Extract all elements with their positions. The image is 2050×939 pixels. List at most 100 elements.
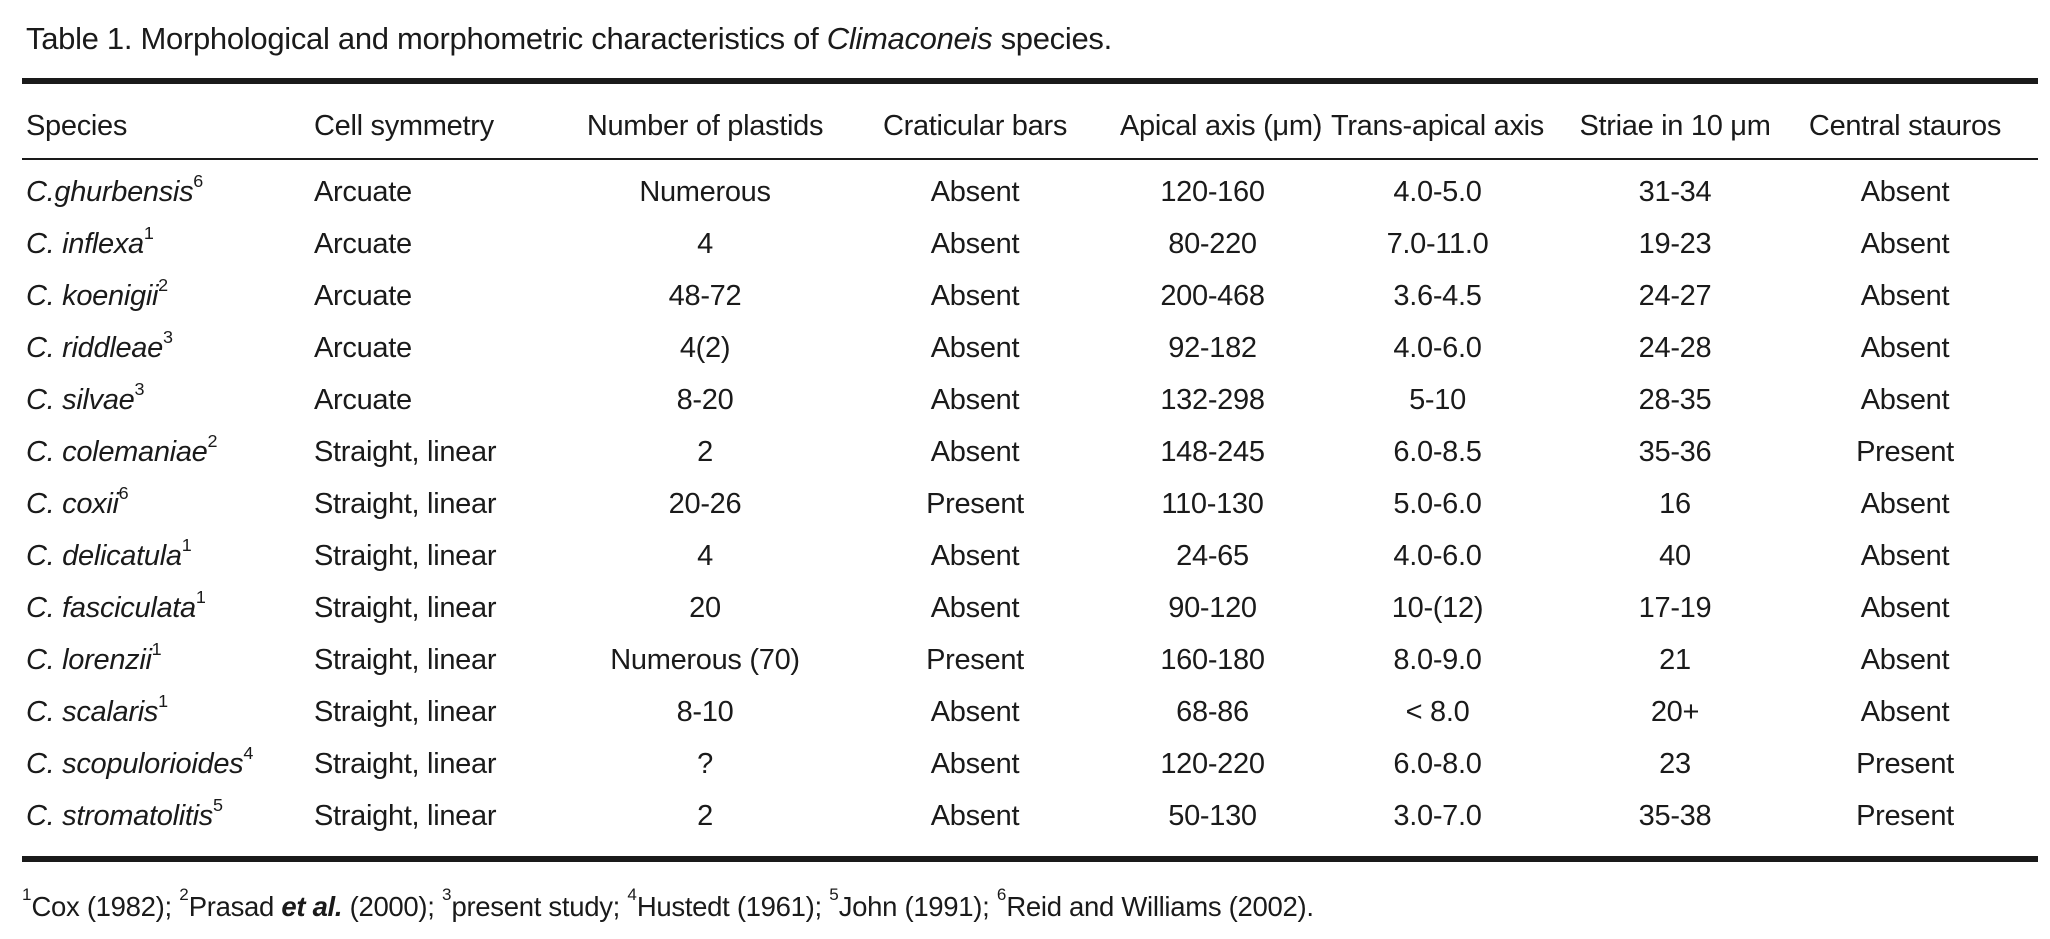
craticular-bars-cell: Absent: [930, 332, 1020, 364]
table-caption: Table 1. Morphological and morphometric …: [26, 21, 1112, 56]
central-stauros-cell: Present: [1856, 748, 1954, 780]
species-name: C. delicatula: [26, 540, 182, 572]
apical-axis-cell: 92-182: [1168, 332, 1257, 364]
central-stauros-cell: Absent: [1860, 644, 1950, 676]
species-cell: C. scopulorioides4: [26, 738, 314, 790]
craticular-bars-cell: Absent: [930, 800, 1020, 832]
reference-superscript: 2: [158, 275, 169, 296]
apical-axis-cell: 200-468: [1160, 280, 1265, 312]
craticular-bars-cell: Absent: [930, 592, 1020, 624]
reference-superscript: 3: [162, 327, 173, 348]
column-header-species: Species: [26, 110, 128, 142]
striae-cell: 19-23: [1638, 228, 1712, 260]
species-cell: C. koenigii2: [26, 270, 314, 322]
cell-symmetry-cell: Arcuate: [314, 332, 412, 364]
reference-superscript: 1: [195, 587, 206, 608]
striae-cell: 24-28: [1638, 332, 1712, 364]
trans-apical-axis-cell: 8.0-9.0: [1393, 644, 1482, 676]
number-of-plastids-cell: 2: [697, 436, 713, 468]
reference-superscript: 1: [143, 223, 154, 244]
striae-cell: 20+: [1650, 696, 1700, 728]
central-stauros-cell: Absent: [1860, 332, 1950, 364]
species-cell: C. inflexa1: [26, 218, 314, 270]
apical-axis-cell: 120-160: [1160, 176, 1265, 208]
central-stauros-cell: Absent: [1860, 176, 1950, 208]
trans-apical-axis-cell: 4.0-6.0: [1393, 540, 1482, 572]
species-cell: C. delicatula1: [26, 530, 314, 582]
striae-cell: 24-27: [1638, 280, 1712, 312]
striae-cell: 31-34: [1638, 176, 1712, 208]
striae-cell: 35-36: [1638, 436, 1712, 468]
central-stauros-cell: Absent: [1860, 488, 1950, 520]
trans-apical-axis-cell: 10-(12): [1391, 592, 1484, 624]
central-stauros-cell: Present: [1856, 436, 1954, 468]
apical-axis-cell: 120-220: [1160, 748, 1265, 780]
craticular-bars-cell: Present: [926, 488, 1024, 520]
craticular-bars-cell: Absent: [930, 540, 1020, 572]
striae-cell: 28-35: [1638, 384, 1712, 416]
number-of-plastids-cell: 20-26: [668, 488, 742, 520]
trans-apical-axis-cell: 6.0-8.5: [1393, 436, 1482, 468]
striae-cell: 21: [1659, 644, 1691, 676]
column-header-cell-symmetry: Cell symmetry: [314, 110, 494, 142]
craticular-bars-cell: Absent: [930, 436, 1020, 468]
number-of-plastids-cell: 4(2): [679, 332, 731, 364]
striae-cell: 23: [1659, 748, 1691, 780]
species-cell: C. silvae3: [26, 374, 314, 426]
species-cell: C.ghurbensis6: [26, 166, 314, 218]
reference-superscript: 6: [193, 171, 204, 192]
cell-symmetry-cell: Straight, linear: [314, 644, 497, 676]
apical-axis-cell: 110-130: [1161, 488, 1264, 520]
table-row: C. inflexa1 Arcuate 4 Absent 80-220 7.0-…: [0, 218, 2050, 270]
table-body: C.ghurbensis6 Arcuate Numerous Absent 12…: [0, 160, 2050, 842]
apical-axis-cell: 24-65: [1176, 540, 1249, 572]
number-of-plastids-cell: 48-72: [668, 280, 742, 312]
number-of-plastids-cell: Numerous: [639, 176, 771, 208]
table-footnote: 1Cox (1982); 2Prasad et al. (2000); 3pre…: [22, 884, 1314, 922]
trans-apical-axis-cell: 3.6-4.5: [1393, 280, 1482, 312]
craticular-bars-cell: Absent: [930, 280, 1020, 312]
apical-axis-cell: 132-298: [1160, 384, 1265, 416]
reference-superscript: 1: [158, 691, 169, 712]
column-header-striae: Striae in 10 μm: [1579, 110, 1771, 142]
striae-cell: 17-19: [1638, 592, 1712, 624]
central-stauros-cell: Present: [1856, 800, 1954, 832]
table-row: C. scopulorioides4 Straight, linear ? Ab…: [0, 738, 2050, 790]
table-row: C. lorenzii1 Straight, linear Numerous (…: [0, 634, 2050, 686]
cell-symmetry-cell: Straight, linear: [314, 488, 497, 520]
number-of-plastids-cell: Numerous (70): [610, 644, 800, 676]
striae-cell: 16: [1659, 488, 1691, 520]
cell-symmetry-cell: Arcuate: [314, 228, 412, 260]
reference-superscript: 1: [181, 535, 192, 556]
species-name: C. coxii: [26, 488, 119, 520]
cell-symmetry-cell: Arcuate: [314, 280, 412, 312]
cell-symmetry-cell: Straight, linear: [314, 800, 497, 832]
apical-axis-cell: 80-220: [1168, 228, 1257, 260]
cell-symmetry-cell: Straight, linear: [314, 436, 497, 468]
craticular-bars-cell: Absent: [930, 176, 1020, 208]
number-of-plastids-cell: ?: [697, 748, 713, 780]
table-rule-top: [22, 78, 2038, 84]
table-rule-header: [22, 158, 2038, 160]
column-header-central-stauros: Central stauros: [1808, 110, 2002, 142]
trans-apical-axis-cell: 4.0-5.0: [1393, 176, 1482, 208]
apical-axis-cell: 68-86: [1176, 696, 1249, 728]
species-name: C. colemaniae: [26, 436, 208, 468]
reference-superscript: 4: [243, 743, 254, 764]
craticular-bars-cell: Absent: [930, 696, 1020, 728]
trans-apical-axis-cell: 5.0-6.0: [1393, 488, 1482, 520]
table-row: C. stromatolitis5 Straight, linear 2 Abs…: [0, 790, 2050, 842]
craticular-bars-cell: Absent: [930, 228, 1020, 260]
apical-axis-cell: 148-245: [1160, 436, 1265, 468]
apical-axis-cell: 50-130: [1168, 800, 1257, 832]
apical-axis-cell: 160-180: [1160, 644, 1265, 676]
column-header-apical-axis: Apical axis (μm): [1120, 110, 1323, 142]
species-cell: C. fasciculata1: [26, 582, 314, 634]
column-header-trans-apical-axis: Trans-apical axis: [1330, 110, 1544, 142]
table-header-row: Species Cell symmetry Number of plastids…: [0, 84, 2050, 158]
craticular-bars-cell: Present: [926, 644, 1024, 676]
central-stauros-cell: Absent: [1860, 228, 1950, 260]
table-row: C.ghurbensis6 Arcuate Numerous Absent 12…: [0, 166, 2050, 218]
cell-symmetry-cell: Arcuate: [314, 384, 412, 416]
